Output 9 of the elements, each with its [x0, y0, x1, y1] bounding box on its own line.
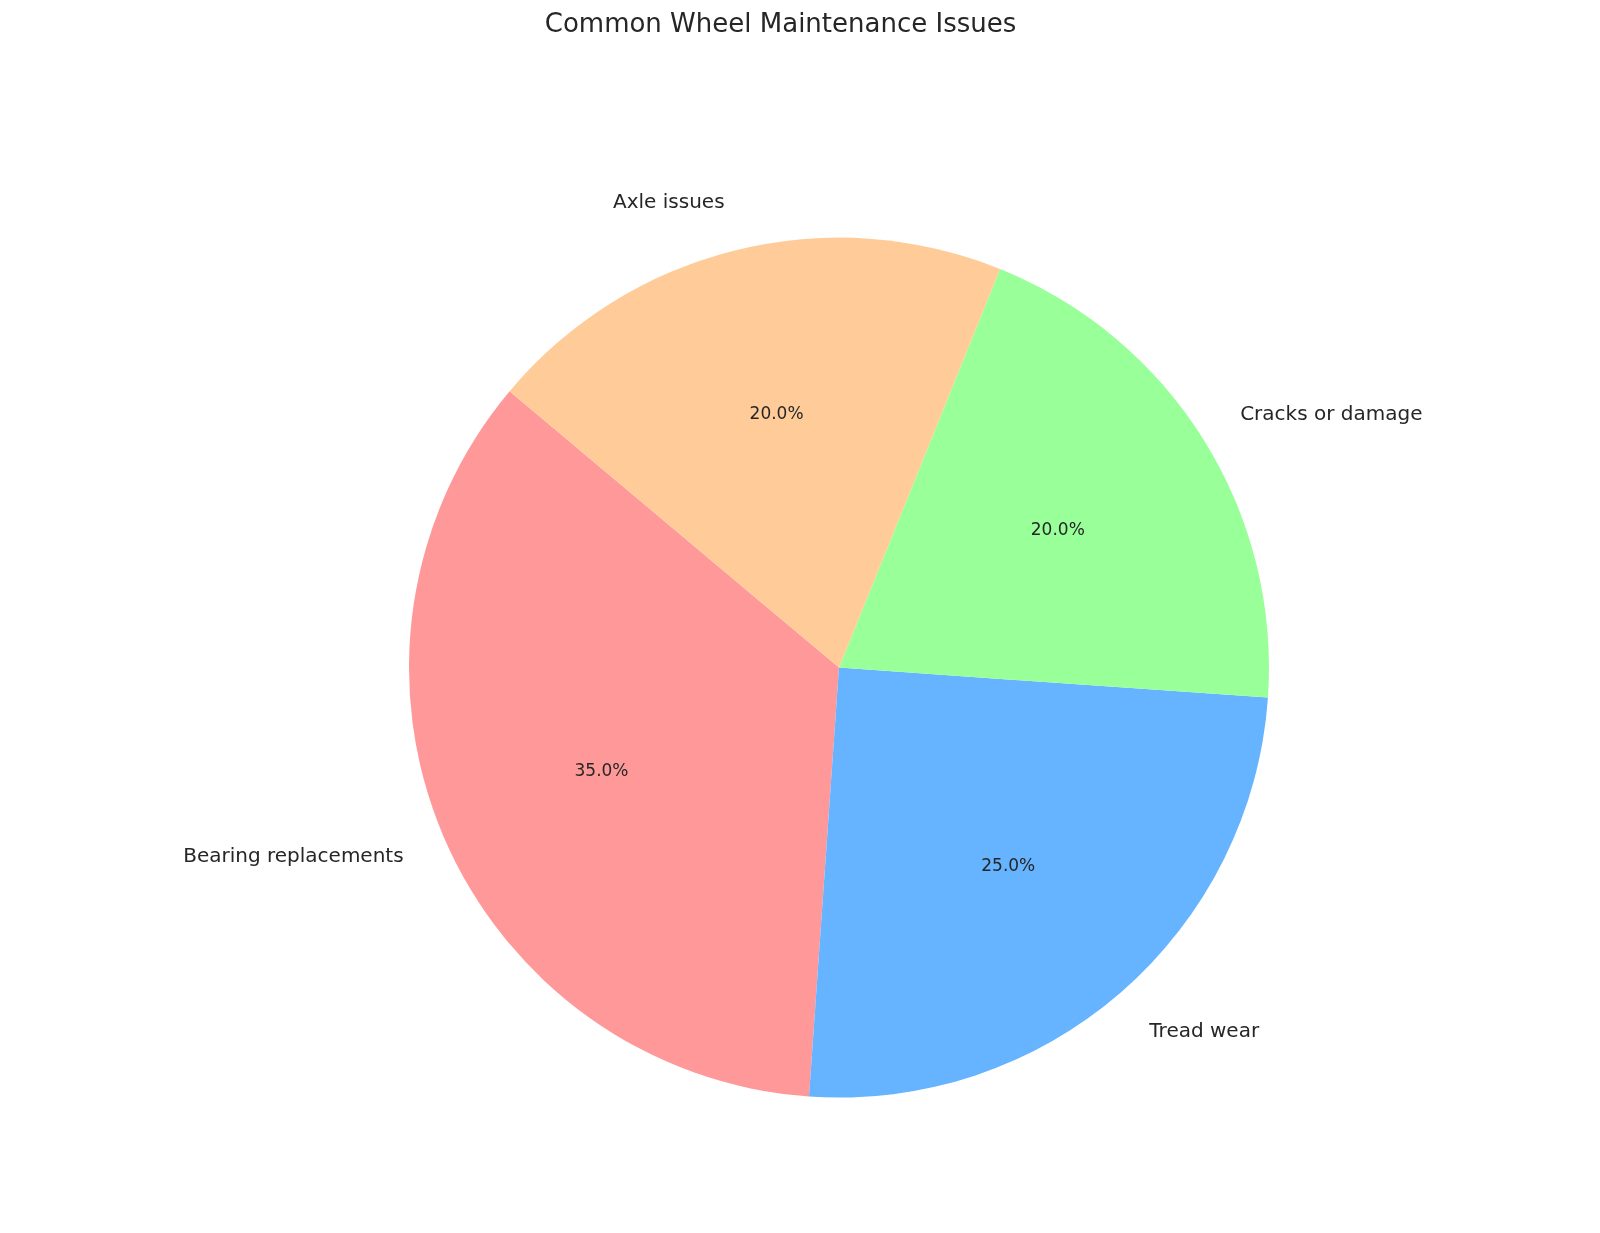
data-label: 20.0% [749, 403, 804, 424]
data-label: 35.0% [574, 760, 629, 781]
chart-title: Common Wheel Maintenance Issues [544, 7, 1017, 38]
slice-label: Tread wear [1148, 1018, 1260, 1043]
slice-label: Cracks or damage [1240, 401, 1423, 426]
data-label: 20.0% [1030, 518, 1085, 539]
slice-label: Axle issues [613, 189, 725, 214]
slice-label: Bearing replacements [183, 843, 404, 868]
data-label: 25.0% [981, 855, 1036, 876]
